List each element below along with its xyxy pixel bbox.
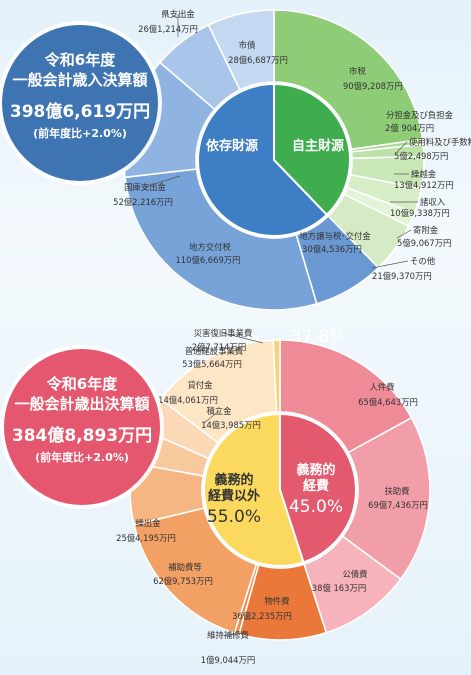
badge-line2: 一般会計歳出決算額 (14, 395, 149, 413)
leader-line (227, 632, 244, 636)
segment-name: 補助費等 (168, 562, 202, 572)
segment-name: 地方交付税 (189, 242, 231, 252)
inner-slice-name: 義務的経費 (296, 462, 335, 494)
segment-amount: 14億4,061万円 (158, 395, 218, 405)
inner-slice-percent: 55.0% (207, 507, 261, 527)
segment-name: 分担金及び負担金 (386, 110, 454, 120)
badge-note: (前年度比+2.0%) (33, 126, 127, 140)
segment-amount: 1億9,044万円 (201, 655, 255, 665)
segment-name: 諸収入 (420, 197, 446, 207)
segment-name: 維持補修費 (207, 630, 249, 640)
inner-slice (203, 412, 305, 567)
inner-slice-percent: 62.2% (205, 327, 259, 347)
segment-amount: 90億9,208万円 (343, 81, 403, 91)
segment-name: 扶助費 (384, 486, 409, 496)
outer-slice (207, 9, 275, 91)
segment-name: 地方譲与税･交付金 (299, 231, 371, 241)
outer-slice (272, 339, 281, 413)
badge-line2: 一般会計歳入決算額 (12, 71, 147, 89)
badge-amount: 398億6,619万円 (10, 101, 150, 122)
segment-name: 普通建設事業費 (185, 346, 244, 356)
segment-name: 寄附金 (413, 225, 439, 235)
segment-name: 物件費 (264, 596, 289, 606)
outer-slice (124, 168, 318, 311)
leader-line (203, 410, 220, 424)
segment-amount: 69億7,436万円 (368, 500, 428, 510)
leader-line (396, 141, 408, 153)
badge-amount: 384億8,893万円 (12, 425, 152, 446)
segment-amount: 5億9,067万円 (397, 238, 451, 248)
segment-amount: 110億6,669万円 (175, 255, 240, 265)
segment-amount: 53億5,664万円 (182, 359, 242, 369)
inner-slice-name: 義務的経費以外 (208, 472, 260, 504)
segment-amount: 30億4,536万円 (302, 244, 362, 254)
segment-amount: 14億3,985万円 (201, 420, 261, 430)
segment-name: 公債費 (342, 569, 367, 579)
leader-line (222, 332, 264, 344)
donut-chart-0: 自主財源37.8%依存財源62.2%市税90億9,208万円分担金及び負担金2億… (113, 9, 471, 347)
badge-line1: 令和6年度 (47, 375, 118, 393)
segment-amount: 10億9,338万円 (390, 208, 450, 218)
outer-slice (273, 9, 424, 151)
segment-name: 繰出金 (135, 518, 161, 528)
inner-slice-percent: 45.0% (289, 497, 343, 517)
inner-slice (197, 82, 329, 237)
segment-amount: 21億9,370万円 (372, 271, 432, 281)
badge-note: (前年度比+2.0%) (35, 450, 129, 464)
segment-amount: 36億2,235万円 (232, 611, 292, 621)
segment-amount: 28億6,687万円 (228, 55, 288, 65)
segment-amount: 38億 163万円 (312, 583, 366, 593)
segment-name: 国庫支出金 (124, 182, 166, 192)
leader-line (396, 229, 412, 239)
inner-slice (273, 82, 351, 217)
segment-name: 使用料及び手数料 (409, 137, 471, 147)
badge-line1: 令和6年度 (45, 51, 116, 69)
segment-name: 市税 (349, 66, 366, 76)
segment-amount: 65億4,643万円 (358, 397, 418, 407)
leader-line (371, 260, 409, 269)
segment-amount: 2億 904万円 (385, 123, 434, 133)
segment-amount: 26億1,214万円 (138, 24, 198, 34)
segment-name: 災害復旧事業費 (194, 328, 253, 338)
segment-amount: 2億7,714万円 (192, 342, 246, 352)
inner-slice-name: 依存財源 (206, 138, 258, 154)
segment-name: 積立金 (206, 406, 232, 416)
inner-slice (279, 412, 357, 564)
segment-amount: 52億2,216万円 (113, 197, 173, 207)
outer-slice (133, 507, 258, 634)
segment-name: 人件費 (369, 382, 394, 392)
badge-circle (4, 349, 160, 505)
segment-name: その他 (410, 256, 436, 266)
segment-amount: 5億2,498万円 (394, 151, 448, 161)
inner-slice-name: 自主財源 (292, 138, 344, 154)
segment-name: 貸付金 (187, 380, 213, 390)
segment-amount: 25億4,195万円 (116, 533, 176, 543)
segment-name: 県支出金 (161, 9, 195, 19)
leader-line (144, 175, 181, 188)
segment-name: 繰越金 (411, 169, 437, 179)
segment-amount: 13億4,912万円 (394, 180, 454, 190)
segment-amount: 62億9,753万円 (153, 576, 213, 586)
badge-circle (2, 25, 158, 181)
segment-name: 市債 (239, 40, 256, 50)
